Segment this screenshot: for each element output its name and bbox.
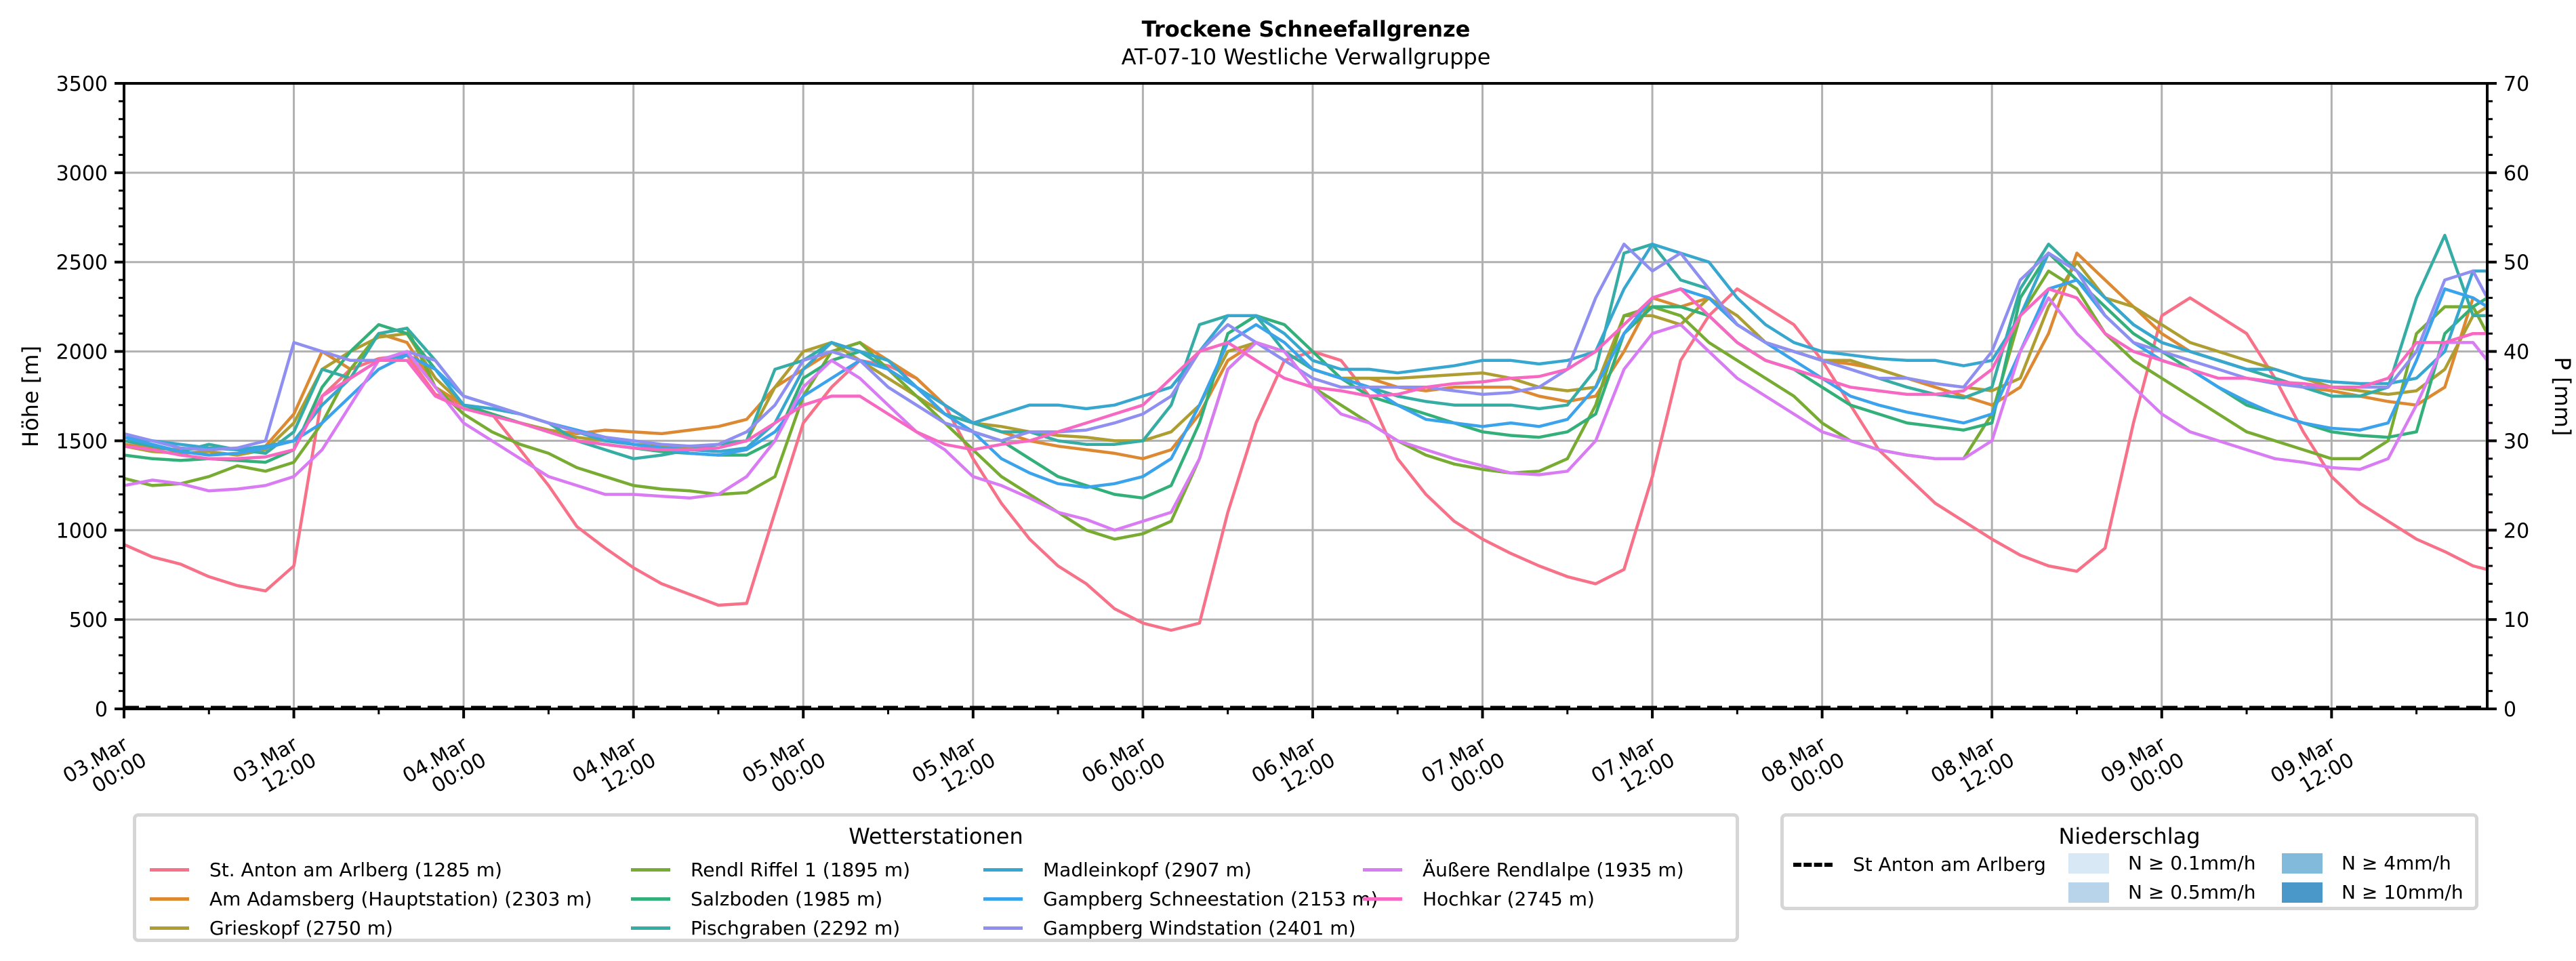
y-tick-label: 0 xyxy=(95,698,108,722)
station-legend-label: Grieskopf (2750 m) xyxy=(209,917,393,939)
series-lines xyxy=(123,233,2489,632)
y2-tick-label: 10 xyxy=(2503,609,2529,632)
station-legend-item: Gampberg Windstation (2401 m) xyxy=(983,917,1356,939)
y2-axis-label: P [mm] xyxy=(2550,357,2575,436)
y2-tick-label: 20 xyxy=(2503,519,2529,543)
x-tick-label: 08.Mar00:00 xyxy=(1757,729,1849,809)
station-legend-item: Pischgraben (2292 m) xyxy=(631,917,900,939)
station-legend-label: Pischgraben (2292 m) xyxy=(691,917,901,939)
station-legend-item: St. Anton am Arlberg (1285 m) xyxy=(150,859,502,881)
legend-line-icon xyxy=(631,897,670,901)
y-tick-label: 3000 xyxy=(56,162,108,186)
y-tick-label: 2500 xyxy=(56,251,108,275)
precipitation-swatch-icon xyxy=(2068,853,2109,874)
x-tick-label: 08.Mar12:00 xyxy=(1927,729,2018,809)
legend-line-icon xyxy=(631,926,670,930)
y2-tick-label: 70 xyxy=(2503,73,2529,96)
x-tick-label: 09.Mar12:00 xyxy=(2266,729,2358,809)
station-legend-label: Äußere Rendlalpe (1935 m) xyxy=(1423,859,1684,881)
station-legend-label: Am Adamsberg (Hauptstation) (2303 m) xyxy=(209,888,592,910)
y2-tick-label: 30 xyxy=(2503,430,2529,453)
axes: 0 0 500 10 1000 20 1500 30 2000 40 2500 50 3000 60 350… xyxy=(56,73,2530,809)
x-tick-label: 07.Mar12:00 xyxy=(1587,729,1679,809)
station-legend-label: Hochkar (2745 m) xyxy=(1423,888,1595,910)
station-legend-item: Gampberg Schneestation (2153 m) xyxy=(983,888,1378,910)
precipitation-station-label: St Anton am Arlberg xyxy=(1853,853,2046,876)
station-legend-item: Salzboden (1985 m) xyxy=(631,888,882,910)
legend-line-icon xyxy=(150,926,189,930)
precipitation-class-label: N ≥ 10mm/h xyxy=(2342,881,2463,903)
station-legend-item: Am Adamsberg (Hauptstation) (2303 m) xyxy=(150,888,592,910)
precipitation-class-item: N ≥ 0.1mm/h xyxy=(2068,852,2255,874)
y-tick-label: 1000 xyxy=(56,519,108,543)
x-tick-label: 04.Mar00:00 xyxy=(398,729,490,809)
stations-legend-title: Wetterstationen xyxy=(849,823,1023,849)
y-tick-label: 2000 xyxy=(56,341,108,365)
dashed-line-icon xyxy=(1793,862,1833,867)
precipitation-class-label: N ≥ 0.5mm/h xyxy=(2128,881,2256,903)
station-legend-item: Äußere Rendlalpe (1935 m) xyxy=(1363,859,1684,881)
series-line xyxy=(123,243,2489,451)
station-legend-item: Hochkar (2745 m) xyxy=(1363,888,1595,910)
y-axis-label: Höhe [m] xyxy=(18,346,43,447)
legend-line-icon xyxy=(983,868,1023,872)
chart-title: Trockene Schneefallgrenze xyxy=(1142,16,1471,42)
station-legend-item: Rendl Riffel 1 (1895 m) xyxy=(631,859,910,881)
y2-tick-label: 60 xyxy=(2503,162,2529,186)
x-tick-label: 06.Mar12:00 xyxy=(1248,729,1339,809)
chart-subtitle: AT-07-10 Westliche Verwallgruppe xyxy=(1122,44,1491,70)
precipitation-legend: Niederschlag St Anton am Arlberg N ≥ 0.1… xyxy=(1780,813,2478,910)
x-tick-label: 07.Mar00:00 xyxy=(1418,729,1509,809)
legend-line-icon xyxy=(150,897,189,901)
legend-line-icon xyxy=(1363,868,1402,872)
grid-lines xyxy=(123,82,2487,710)
series-line xyxy=(123,269,2489,541)
precipitation-swatch-icon xyxy=(2282,882,2323,903)
y-tick-label: 500 xyxy=(69,609,108,632)
y2-tick-label: 0 xyxy=(2503,698,2516,722)
y2-tick-label: 40 xyxy=(2503,341,2529,365)
plot-frame xyxy=(123,82,2489,710)
y-tick-label: 3500 xyxy=(56,73,108,96)
legend-line-icon xyxy=(150,868,189,872)
station-legend-label: St. Anton am Arlberg (1285 m) xyxy=(209,859,502,881)
precipitation-legend-line-item: St Anton am Arlberg xyxy=(1793,853,2046,876)
y2-tick-label: 50 xyxy=(2503,251,2529,275)
precipitation-class-item: N ≥ 4mm/h xyxy=(2282,852,2451,874)
y-tick-label: 1500 xyxy=(56,430,108,453)
x-tick-label: 04.Mar12:00 xyxy=(569,729,660,809)
stations-legend: Wetterstationen St. Anton am Arlberg (12… xyxy=(133,813,1739,942)
precipitation-class-label: N ≥ 4mm/h xyxy=(2342,852,2451,874)
x-tick-label: 06.Mar00:00 xyxy=(1078,729,1170,809)
x-tick-label: 03.Mar00:00 xyxy=(59,729,150,809)
legend-line-icon xyxy=(631,868,670,872)
station-legend-label: Madleinkopf (2907 m) xyxy=(1043,859,1252,881)
x-tick-label: 05.Mar12:00 xyxy=(908,729,1000,809)
precipitation-class-item: N ≥ 0.5mm/h xyxy=(2068,881,2255,903)
legend-line-icon xyxy=(983,926,1023,930)
x-tick-label: 09.Mar00:00 xyxy=(2097,729,2188,809)
precipitation-swatch-icon xyxy=(2282,853,2323,874)
x-tick-label: 05.Mar00:00 xyxy=(738,729,830,809)
station-legend-item: Grieskopf (2750 m) xyxy=(150,917,393,939)
legend-line-icon xyxy=(983,897,1023,901)
station-legend-label: Salzboden (1985 m) xyxy=(691,888,883,910)
station-legend-label: Gampberg Windstation (2401 m) xyxy=(1043,917,1356,939)
precipitation-class-label: N ≥ 0.1mm/h xyxy=(2128,852,2256,874)
precipitation-class-item: N ≥ 10mm/h xyxy=(2282,881,2463,903)
x-tick-label: 03.Mar12:00 xyxy=(229,729,321,809)
station-legend-label: Gampberg Schneestation (2153 m) xyxy=(1043,888,1378,910)
legend-line-icon xyxy=(1363,897,1402,901)
station-legend-item: Madleinkopf (2907 m) xyxy=(983,859,1252,881)
station-legend-label: Rendl Riffel 1 (1895 m) xyxy=(691,859,911,881)
precipitation-swatch-icon xyxy=(2068,882,2109,903)
precipitation-legend-title: Niederschlag xyxy=(2058,823,2201,849)
